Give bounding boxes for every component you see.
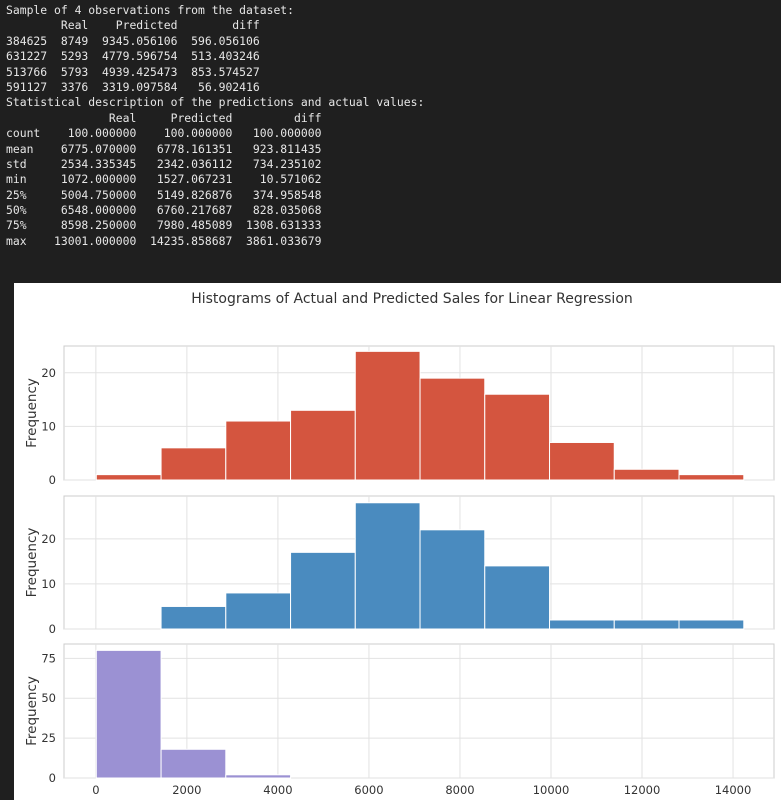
- y-axis-label: Frequency: [24, 528, 40, 598]
- x-tick-label: 12000: [624, 783, 661, 797]
- histogram-bar: [419, 377, 486, 481]
- console-line: 513766 5793 4939.425473 853.574527: [6, 64, 260, 79]
- histogram-bar: [290, 409, 356, 481]
- x-tick-label: 8000: [445, 783, 474, 797]
- y-tick-label: 0: [49, 622, 56, 636]
- y-tick-label: 25: [41, 731, 56, 745]
- histogram-bar: [484, 565, 551, 630]
- console-line: 384625 8749 9345.056106 596.056106: [6, 33, 260, 48]
- y-tick-label: 75: [41, 651, 56, 665]
- console-line: Sample of 4 observations from the datase…: [6, 3, 295, 17]
- histogram-bar: [95, 649, 162, 779]
- histogram-bar: [160, 447, 227, 481]
- console-line: Real Predicted diff: [6, 110, 322, 125]
- histogram-bar: [354, 350, 421, 481]
- y-tick-label: 20: [41, 532, 56, 546]
- console-line: Statistical description of the predictio…: [6, 95, 425, 110]
- histogram-bar: [225, 774, 292, 779]
- console-output: Sample of 4 observations from the datase…: [0, 0, 781, 283]
- y-tick-label: 0: [49, 473, 56, 487]
- histogram-bar: [95, 474, 162, 481]
- histogram-bar: [549, 619, 615, 630]
- histogram-bar: [290, 551, 356, 630]
- console-line: 75% 8598.250000 7980.485089 1308.631333: [6, 218, 322, 233]
- console-line: 50% 6548.000000 6760.217687 828.035068: [6, 203, 322, 218]
- console-line: 25% 5004.750000 5149.826876 374.958548: [6, 187, 322, 202]
- x-tick-label: 2000: [172, 783, 201, 797]
- x-tick-label: 10000: [533, 783, 570, 797]
- console-line: min 1072.000000 1527.067231 10.571062: [6, 172, 322, 187]
- histogram-bar: [484, 393, 551, 481]
- histogram-bar: [160, 748, 227, 779]
- console-line: max 13001.000000 14235.858687 3861.03367…: [6, 233, 322, 248]
- y-axis-label: Frequency: [24, 676, 40, 746]
- console-line: Real Predicted diff: [6, 18, 260, 33]
- console-line: mean 6775.070000 6778.161351 923.811435: [6, 141, 322, 156]
- histogram-bar: [225, 420, 292, 481]
- console-line: std 2534.335345 2342.036112 734.235102: [6, 156, 322, 171]
- x-tick-label: 4000: [263, 783, 292, 797]
- histogram-bar: [225, 592, 292, 630]
- histogram-bar: [613, 468, 680, 481]
- x-tick-label: 14000: [715, 783, 752, 797]
- histogram-bar: [354, 502, 421, 630]
- console-line: 591127 3376 3319.097584 56.902416: [6, 79, 260, 94]
- histogram-bar: [160, 605, 227, 630]
- y-tick-label: 20: [41, 366, 56, 380]
- y-tick-label: 10: [41, 577, 56, 591]
- y-axis-label: Frequency: [24, 378, 40, 448]
- histogram-bar: [549, 441, 615, 481]
- histogram-chart: Histograms of Actual and Predicted Sales…: [24, 291, 775, 797]
- histogram-bar: [419, 529, 486, 630]
- y-tick-label: 10: [41, 419, 56, 433]
- x-tick-label: 6000: [354, 783, 383, 797]
- console-line: 631227 5293 4779.596754 513.403246: [6, 49, 260, 64]
- chart-title: Histograms of Actual and Predicted Sales…: [191, 291, 633, 307]
- y-tick-label: 50: [41, 691, 56, 705]
- histogram-bar: [678, 474, 745, 481]
- console-line: count 100.000000 100.000000 100.000000: [6, 126, 322, 141]
- y-tick-label: 0: [49, 771, 56, 785]
- histogram-bar: [678, 619, 745, 630]
- histogram-bar: [613, 619, 680, 630]
- x-tick-label: 0: [92, 783, 99, 797]
- histogram-figure: Histograms of Actual and Predicted Sales…: [14, 283, 781, 800]
